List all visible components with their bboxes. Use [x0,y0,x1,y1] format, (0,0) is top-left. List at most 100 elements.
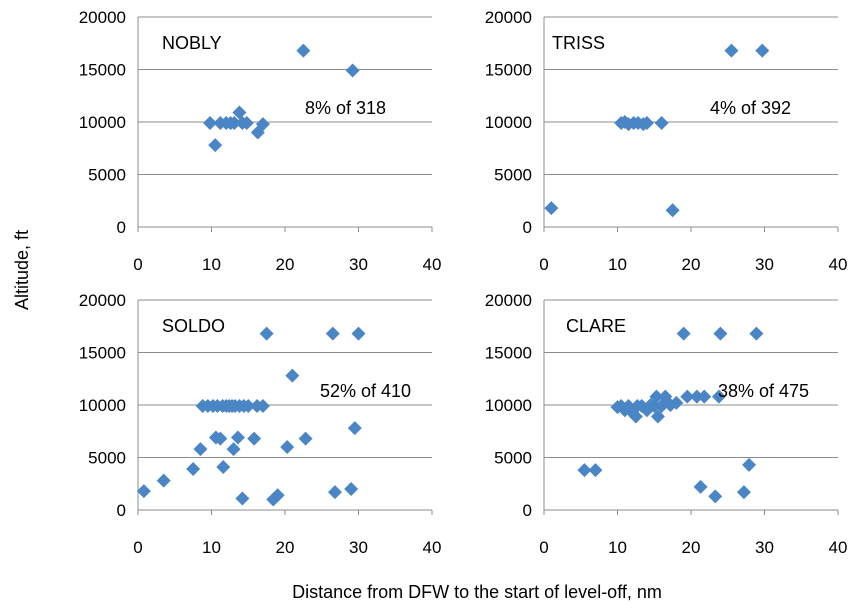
y-tick-label: 10000 [485,396,532,415]
data-point [697,389,712,404]
data-point [298,431,313,446]
y-tick-label: 5000 [494,166,532,185]
data-point [347,421,362,436]
panel-soldo: 0 5000 10000 15000 20000 0 10 20 30 40 SOLDO 52% of… [79,291,442,557]
data-point [325,326,340,341]
data-point [270,488,285,503]
data-point [676,326,691,341]
data-point [544,201,559,216]
y-tick-label: 15000 [485,61,532,80]
data-point [345,63,360,78]
data-point [344,482,359,496]
data-point [193,442,208,457]
y-tick-label: 10000 [79,113,126,132]
x-tick-label: 30 [755,538,774,557]
data-point [136,484,151,499]
data-point [255,117,270,132]
data-point [669,395,684,410]
y-tick-label: 0 [117,218,126,237]
x-tick-label: 0 [539,255,548,274]
data-point [232,105,247,120]
y-tick-label: 10000 [485,113,532,132]
data-point [235,491,250,506]
data-point [208,138,223,153]
x-tick-label: 30 [349,255,368,274]
panel-label-triss: TRISS [552,33,605,53]
x-tick-label: 40 [829,255,848,274]
y-tick-label: 20000 [485,291,532,310]
data-point [749,326,764,341]
data-point [226,442,241,457]
x-tick-label: 10 [202,538,221,557]
data-point [650,409,665,424]
x-tick-label: 40 [423,538,442,557]
data-point [628,409,643,424]
panel-label-clare: CLARE [566,316,626,336]
data-point [588,463,603,478]
y-tick-label: 10000 [79,396,126,415]
data-point [693,479,708,494]
data-point [239,116,254,131]
x-tick-label: 0 [133,538,142,557]
annotation-clare: 38% of 475 [718,381,809,401]
panel-triss: 0 5000 10000 15000 20000 0 10 20 30 40 TRISS 4% of … [485,8,848,274]
data-point [713,326,728,341]
data-point [647,399,662,414]
data-point [327,485,342,500]
y-tick-label: 15000 [79,344,126,363]
data-point [296,43,311,58]
y-tick-label: 0 [117,501,126,520]
x-tick-label: 0 [133,255,142,274]
x-tick-label: 20 [682,538,701,557]
data-point [230,430,245,445]
data-point [203,116,218,131]
x-tick-label: 20 [276,538,295,557]
data-point [577,463,592,478]
panel-label-nobly: NOBLY [162,33,222,53]
y-tick-label: 15000 [79,61,126,80]
data-point [247,431,262,446]
panel-nobly: 0 5000 10000 15000 20000 0 10 20 30 40 NOBLY 8% of … [79,8,442,274]
x-tick-label: 20 [682,255,701,274]
x-tick-label: 40 [423,255,442,274]
data-point [711,389,726,404]
annotation-nobly: 8% of 318 [305,98,386,118]
y-tick-label: 20000 [79,8,126,27]
data-point [216,459,231,474]
data-point [213,431,228,446]
data-point [742,457,757,472]
annotation-triss: 4% of 392 [710,98,791,118]
data-point [724,43,739,58]
x-tick-label: 0 [539,538,548,557]
data-point [156,473,171,488]
y-tick-label: 5000 [88,449,126,468]
data-point [654,116,669,131]
x-tick-label: 40 [829,538,848,557]
data-point [649,389,664,404]
data-point [280,440,295,454]
y-tick-label: 15000 [485,344,532,363]
x-tick-label: 10 [202,255,221,274]
data-point [186,462,201,477]
data-point [351,326,366,341]
panel-label-soldo: SOLDO [162,316,225,336]
x-tick-label: 30 [755,255,774,274]
data-point [755,43,770,58]
annotation-soldo: 52% of 410 [320,381,411,401]
data-point [689,389,704,404]
data-point [708,489,723,504]
data-point [665,203,680,218]
data-point [285,368,300,383]
data-point [255,399,270,414]
data-point [680,389,695,404]
data-point [639,116,654,131]
data-point [259,326,274,341]
data-point [241,399,256,414]
x-tick-label: 10 [608,538,627,557]
y-tick-label: 5000 [88,166,126,185]
y-tick-label: 20000 [485,8,532,27]
y-tick-label: 0 [523,501,532,520]
x-tick-label: 10 [608,255,627,274]
data-point [736,485,751,500]
